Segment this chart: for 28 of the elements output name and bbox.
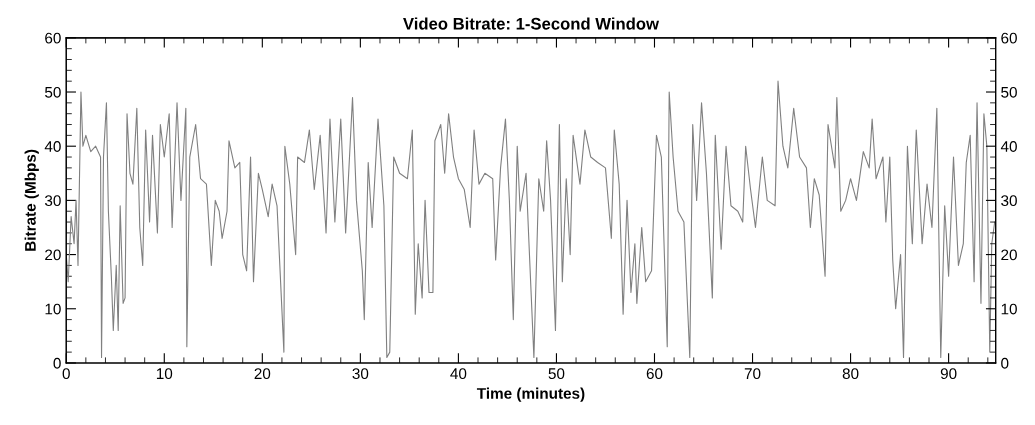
chart-title: Video Bitrate: 1-Second Window (403, 17, 660, 30)
x-tick-label: 60 (646, 368, 663, 380)
y-axis-title: Bitrate (Mbps) (24, 149, 39, 251)
y-tick-label: 10 (45, 303, 61, 315)
y-tick-label: 0 (53, 357, 61, 369)
y2-tick-label: 20 (1001, 249, 1017, 261)
y2-tick-label: 40 (1000, 141, 1017, 152)
x-tick-label: 80 (842, 368, 859, 380)
y2-tick-label: 50 (1001, 86, 1017, 98)
x-tick-label: 20 (254, 368, 271, 380)
x-axis-title: Time (minutes) (476, 387, 585, 402)
x-tick-label: 70 (744, 368, 761, 380)
x-tick-label: 90 (940, 368, 957, 380)
y2-tick-label: 10 (1001, 303, 1017, 315)
x-tick-label: 10 (156, 368, 173, 380)
y-tick-label: 20 (45, 249, 61, 261)
y-tick-label: 40 (44, 141, 61, 152)
x-tick-label: 30 (352, 368, 369, 380)
y-tick-label: 30 (44, 195, 61, 207)
line-series (66, 80, 996, 359)
x-tick-label: 0 (62, 368, 70, 380)
y2-tick-label: 60 (1001, 32, 1017, 44)
y-tick-label: 60 (45, 32, 61, 44)
y2-tick-label: 30 (1001, 195, 1017, 207)
x-tick-label: 50 (548, 368, 565, 380)
y-tick-label: 50 (45, 86, 61, 98)
x-tick-label: 40 (450, 368, 467, 380)
y2-tick-label: 0 (1001, 357, 1009, 369)
